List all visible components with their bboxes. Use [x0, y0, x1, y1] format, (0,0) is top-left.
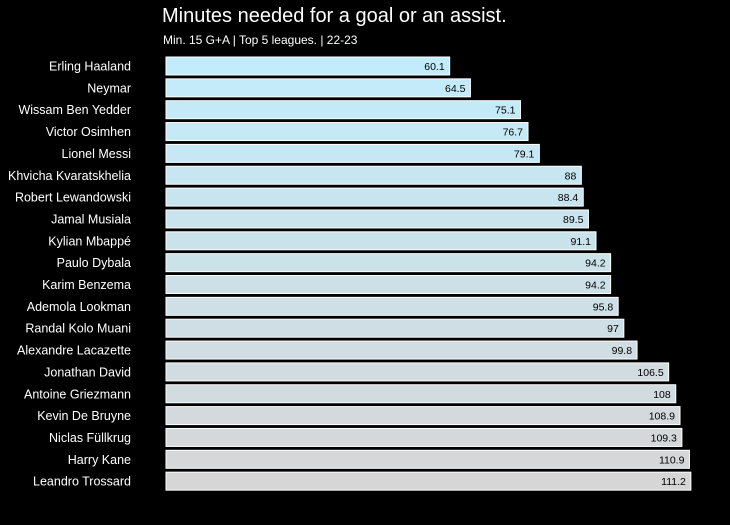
value-label: 111.2 [661, 476, 686, 488]
bar [165, 143, 540, 163]
value-label: 89.5 [563, 214, 584, 226]
value-label: 76.7 [503, 127, 524, 139]
bar [165, 165, 582, 185]
bar [165, 209, 589, 229]
bar [165, 78, 471, 98]
value-label: 94.2 [585, 280, 606, 292]
value-label: 97 [607, 323, 619, 335]
bar [165, 231, 597, 251]
category-label: Paulo Dybala [57, 256, 131, 270]
category-label: Victor Osimhen [46, 125, 131, 139]
category-label: Jamal Musiala [51, 212, 131, 226]
value-label: 88.4 [558, 192, 579, 204]
value-label: 106.5 [637, 367, 663, 379]
category-label: Ademola Lookman [27, 300, 131, 314]
category-label: Neymar [87, 81, 131, 95]
value-label: 75.1 [495, 105, 516, 117]
value-label: 108.9 [649, 411, 675, 423]
bars-group: Erling Haaland 60.1 Neymar 64.5 Wissam Ben Y… [8, 56, 692, 491]
value-label: 94.2 [585, 258, 606, 270]
bar [165, 427, 683, 447]
bar [165, 318, 625, 338]
value-label: 99.8 [612, 345, 633, 357]
bar [165, 406, 681, 426]
category-label: Robert Lewandowski [15, 191, 131, 205]
category-label: Randal Kolo Muani [25, 322, 131, 336]
category-label: Kylian Mbappé [48, 234, 131, 248]
category-label: Jonathan David [44, 365, 131, 379]
value-label: 91.1 [571, 236, 592, 248]
bar [165, 384, 677, 404]
category-label: Erling Haaland [49, 60, 131, 74]
bar [165, 449, 690, 469]
bar [165, 100, 521, 120]
bar [165, 122, 529, 142]
category-label: Wissam Ben Yedder [18, 103, 131, 117]
category-label: Karim Benzema [42, 278, 131, 292]
value-label: 110.9 [659, 454, 685, 466]
category-label: Alexandre Lacazette [17, 344, 131, 358]
value-label: 60.1 [424, 61, 445, 73]
category-label: Lionel Messi [62, 147, 131, 161]
chart-title: Minutes needed for a goal or an assist. [162, 5, 507, 27]
bar [165, 56, 451, 76]
value-label: 95.8 [593, 301, 614, 313]
category-label: Niclas Füllkrug [49, 431, 131, 445]
category-label: Kevin De Bruyne [37, 409, 131, 423]
category-label: Harry Kane [68, 453, 131, 467]
value-label: 109.3 [651, 432, 677, 444]
value-label: 64.5 [445, 83, 466, 95]
value-label: 88 [565, 170, 577, 182]
bar [165, 296, 619, 316]
bar [165, 340, 638, 360]
bar [165, 275, 612, 294]
bar [165, 187, 584, 207]
bar [165, 253, 612, 273]
chart-subtitle: Min. 15 G+A | Top 5 leagues. | 22-23 [163, 33, 358, 47]
bar [165, 471, 692, 491]
category-label: Antoine Griezmann [24, 387, 131, 401]
category-label: Khvicha Kvaratskhelia [8, 169, 131, 183]
bar [165, 362, 670, 382]
value-label: 79.1 [514, 148, 535, 160]
category-label: Leandro Trossard [33, 475, 131, 489]
value-label: 108 [653, 389, 671, 401]
